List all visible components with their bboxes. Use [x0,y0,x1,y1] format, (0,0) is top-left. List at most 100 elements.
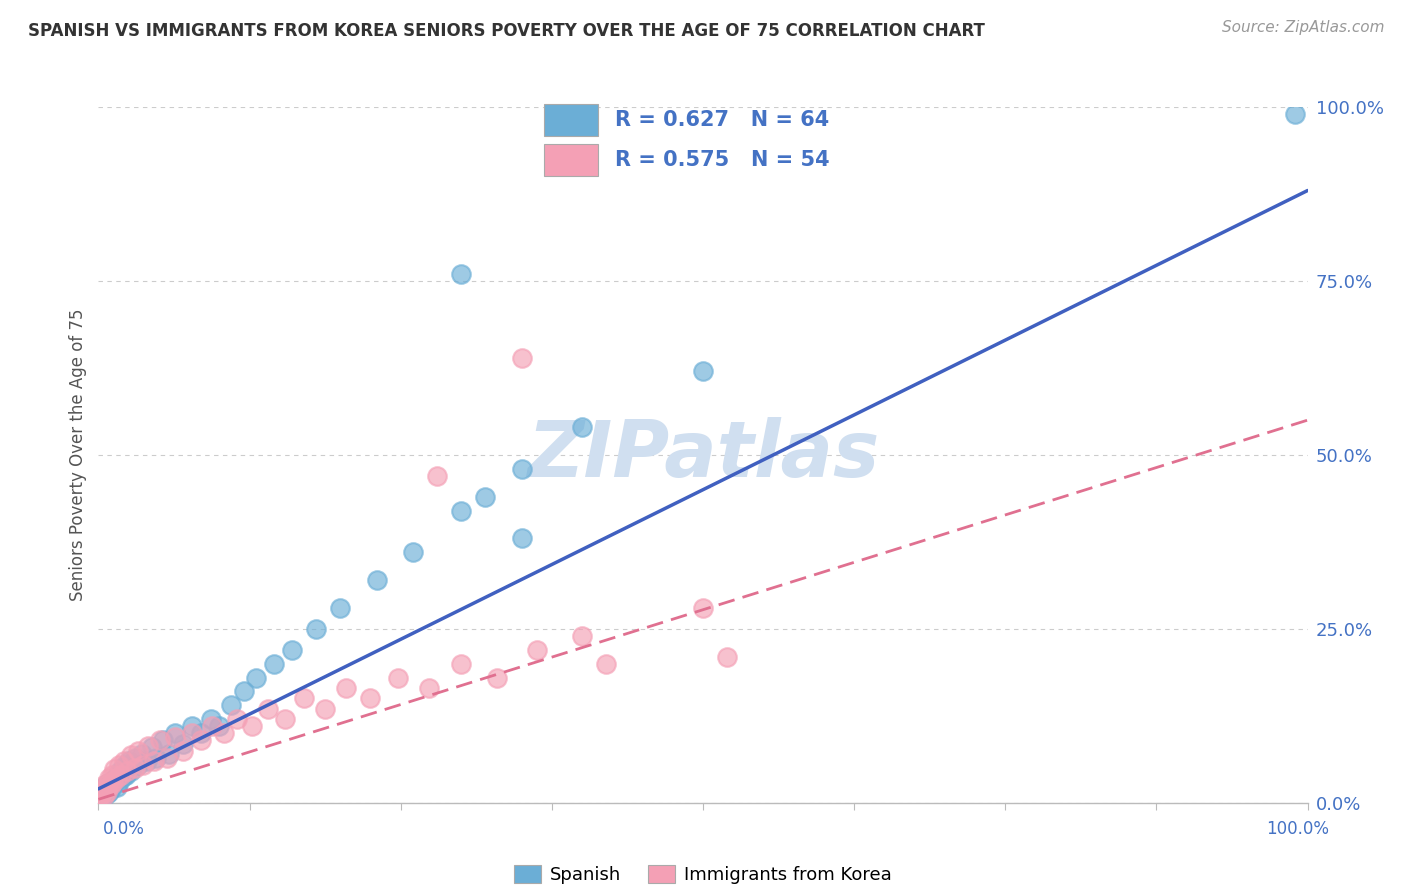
Point [127,744,149,758]
Point [105,772,128,786]
Point [97,780,120,795]
Point [510,462,533,476]
Point [1284,107,1306,121]
Point [692,601,714,615]
Point [273,712,295,726]
Point [100,768,122,782]
Point [510,532,533,546]
Point [156,750,179,764]
Point [329,601,352,615]
Point [474,490,496,504]
Point [201,719,224,733]
Point [366,573,388,587]
Point [510,351,533,365]
Point [115,768,138,782]
Point [163,730,186,744]
Point [101,775,124,789]
Point [143,754,166,768]
Point [136,739,159,753]
Point [716,649,738,664]
Point [96,788,118,802]
Point [131,747,153,761]
Point [157,747,180,761]
Point [208,719,231,733]
Point [124,761,146,775]
Point [335,681,357,695]
Point [240,719,263,733]
Point [97,776,120,790]
Point [124,750,146,764]
Point [245,671,267,685]
Point [94,781,117,796]
Point [426,468,449,483]
Point [387,671,409,685]
Text: ZIPatlas: ZIPatlas [527,417,879,493]
Point [526,642,548,657]
Text: 0.0%: 0.0% [103,820,145,838]
Point [118,754,141,768]
Point [127,757,149,772]
Point [314,702,336,716]
Point [112,769,135,783]
Point [90,790,112,805]
Point [101,773,124,788]
Point [100,778,122,792]
Bar [544,144,599,176]
Point [100,781,122,796]
Point [103,763,125,777]
Point [145,750,167,764]
Point [105,780,128,795]
Point [91,785,114,799]
Point [692,364,714,378]
Point [450,267,472,281]
Point [402,545,425,559]
Point [190,726,212,740]
Point [200,712,222,726]
Point [89,792,111,806]
Point [450,503,472,517]
Point [96,780,118,795]
Text: R = 0.627   N = 64: R = 0.627 N = 64 [616,110,830,130]
Point [305,622,328,636]
Point [132,757,155,772]
Point [91,789,114,803]
Point [93,789,115,803]
Point [110,768,132,782]
Point [89,790,111,805]
Point [98,785,121,799]
Point [263,657,285,671]
Point [108,757,131,772]
Point [110,772,132,786]
Point [91,788,114,802]
Point [281,642,304,657]
Point [94,778,117,792]
Point [90,788,112,802]
Point [486,671,509,685]
Point [190,733,212,747]
Point [108,764,131,779]
Legend: Spanish, Immigrants from Korea: Spanish, Immigrants from Korea [513,865,893,884]
Point [98,772,121,786]
Point [91,785,114,799]
Point [221,698,243,713]
Point [100,775,122,789]
Point [91,783,114,797]
Point [97,776,120,790]
Point [114,757,136,772]
Point [96,785,118,799]
Point [232,684,254,698]
Point [360,691,382,706]
Point [104,772,127,786]
Point [135,754,157,768]
Point [571,420,593,434]
Point [100,778,122,792]
Point [152,733,174,747]
Point [595,657,617,671]
Point [94,785,117,799]
Point [212,726,235,740]
Point [418,681,440,695]
Bar [544,104,599,136]
Point [108,775,131,789]
Point [149,733,172,747]
Point [120,764,142,779]
